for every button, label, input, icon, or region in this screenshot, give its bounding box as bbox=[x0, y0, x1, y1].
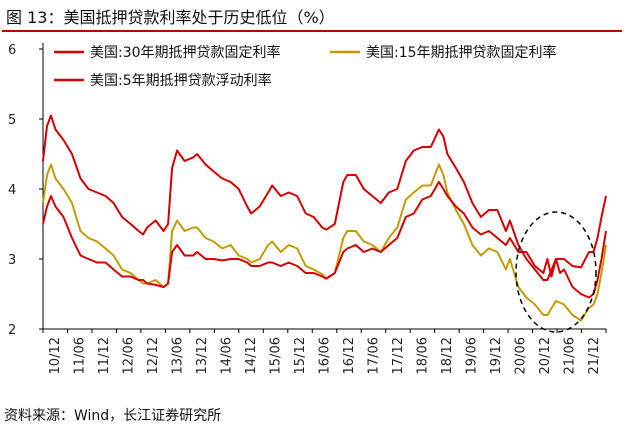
x-tick-label: 13/12 bbox=[195, 337, 210, 374]
legend-label: 美国:5年期抵押贷款浮动利率 bbox=[90, 72, 272, 89]
x-tick-label: 17/12 bbox=[391, 337, 406, 374]
x-tick-label: 20/06 bbox=[513, 337, 528, 374]
chart-title: 图 13：美国抵押贷款利率处于历史低位（%） bbox=[6, 8, 335, 27]
x-tick-label: 10/12 bbox=[48, 337, 63, 374]
x-tick-label: 18/12 bbox=[440, 337, 455, 374]
x-tick-label: 18/06 bbox=[415, 337, 430, 374]
legend-label: 美国:30年期抵押贷款固定利率 bbox=[90, 44, 281, 61]
chart-axes: 2 3 4 5 6 10/12 11/06 11/12 12/06 12/12 13/06 13/12… bbox=[8, 43, 607, 374]
x-tick-label: 19/06 bbox=[464, 337, 479, 374]
x-tick-label: 21/06 bbox=[562, 337, 577, 374]
x-tick-label: 12/12 bbox=[146, 337, 161, 374]
x-tick-label: 13/06 bbox=[171, 337, 186, 374]
x-tick-label: 14/06 bbox=[220, 337, 235, 374]
title-divider bbox=[2, 30, 622, 32]
x-tick-label: 14/12 bbox=[244, 337, 259, 374]
chart-legend: 美国:30年期抵押贷款固定利率 美国:15年期抵押贷款固定利率美国:5年期抵押贷款… bbox=[54, 44, 557, 89]
x-tick-label: 21/12 bbox=[587, 337, 602, 374]
series-line-0 bbox=[42, 114, 607, 281]
x-tick-label: 12/06 bbox=[122, 337, 137, 374]
line-chart: 2 3 4 5 6 10/12 11/06 11/12 12/06 12/12 13/06 13/12… bbox=[8, 43, 607, 374]
x-tick-label: 15/12 bbox=[293, 337, 308, 374]
legend-label: 美国:15年期抵押贷款固定利率 bbox=[366, 44, 557, 61]
x-tick-label: 15/06 bbox=[269, 337, 284, 374]
x-tick-label: 20/12 bbox=[538, 337, 553, 374]
highlight-ellipse bbox=[515, 211, 597, 333]
y-tick-label: 6 bbox=[8, 43, 16, 58]
x-tick-label: 11/12 bbox=[97, 337, 112, 374]
series-line-2 bbox=[42, 181, 607, 299]
x-tick-label: 11/06 bbox=[73, 337, 88, 374]
chart-series-lines bbox=[42, 114, 607, 322]
series-line-1 bbox=[42, 163, 607, 322]
y-tick-label: 4 bbox=[8, 183, 16, 198]
x-tick-label: 19/12 bbox=[489, 337, 504, 374]
x-tick-label: 17/06 bbox=[366, 337, 381, 374]
y-tick-label: 3 bbox=[8, 253, 16, 268]
x-tick-label: 16/12 bbox=[342, 337, 357, 374]
y-tick-label: 2 bbox=[8, 323, 16, 338]
source-note: 资料来源：Wind，长江证券研究所 bbox=[4, 408, 222, 424]
y-tick-label: 5 bbox=[8, 113, 16, 128]
x-tick-label: 16/06 bbox=[318, 337, 333, 374]
